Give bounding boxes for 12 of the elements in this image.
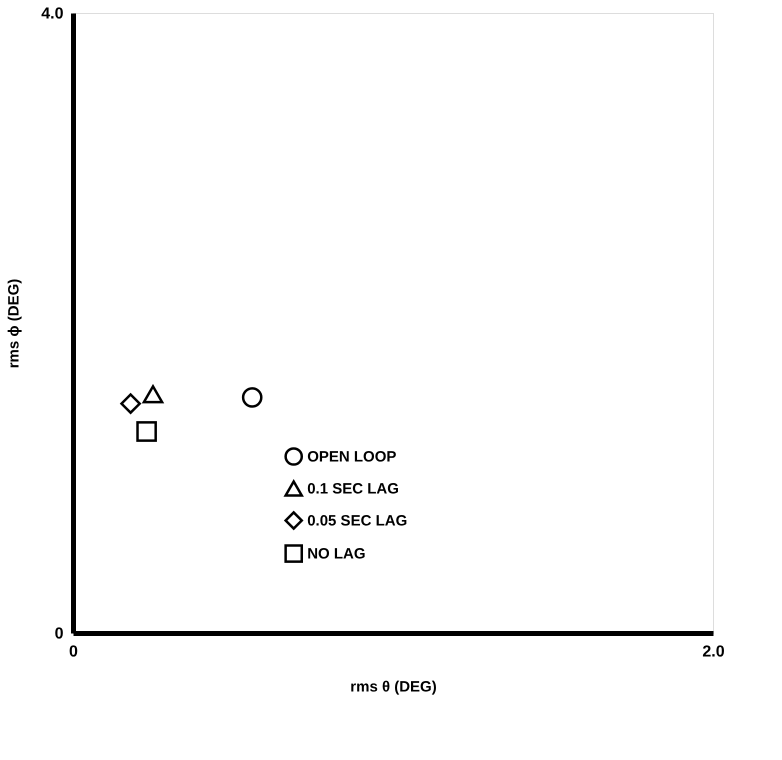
legend-label: NO LAG bbox=[307, 546, 366, 562]
legend-label: 0.1 SEC LAG bbox=[307, 480, 399, 498]
point bbox=[120, 393, 141, 414]
y-tick-label: 4.0 bbox=[41, 6, 64, 22]
point bbox=[136, 421, 157, 442]
legend-label: 0.05 SEC LAG bbox=[307, 512, 408, 530]
point bbox=[242, 387, 263, 408]
x-tick-label: 2.0 bbox=[702, 644, 725, 660]
point bbox=[142, 385, 164, 404]
x-axis-title: rms θ (DEG) bbox=[350, 678, 437, 696]
legend-label: OPEN LOOP bbox=[307, 448, 396, 466]
y-axis-title: rms ϕ (DEG) bbox=[5, 278, 22, 368]
